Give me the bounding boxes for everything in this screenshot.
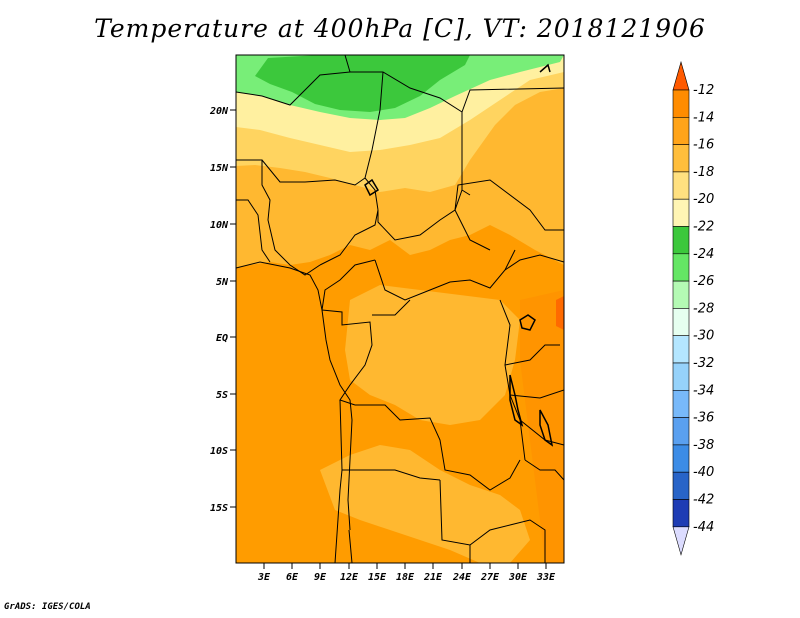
colorbar-swatch [672, 117, 690, 145]
colorbar-label: -22 [693, 220, 714, 235]
lat-label: 10S [210, 446, 228, 457]
colorbar-swatch [672, 226, 690, 255]
temperature-field [236, 55, 564, 563]
country-borders [236, 55, 564, 563]
colorbar-swatch [672, 471, 690, 500]
colorbar-label: -42 [693, 493, 714, 508]
colorbar-swatch [672, 171, 690, 200]
colorbar-swatch [672, 89, 690, 118]
lon-label: 15E [368, 572, 387, 583]
lat-label: 20N [209, 106, 229, 117]
lon-label: 33E [536, 572, 556, 583]
lakes [364, 63, 554, 447]
colorbar-label: -14 [693, 110, 714, 125]
colorbar-label: -30 [693, 329, 714, 344]
colorbar-label: -44 [693, 520, 714, 535]
lon-label: 18E [396, 572, 415, 583]
colorbar-label: -36 [693, 411, 714, 426]
lon-label: 30E [508, 572, 528, 583]
colorbar-swatch [672, 362, 690, 391]
lon-label: 27E [480, 572, 500, 583]
colorbar-label: -32 [693, 356, 714, 371]
grads-credit: GrADS: IGES/COLA [4, 602, 91, 612]
lat-label: 10N [210, 220, 229, 231]
lon-label: 12E [340, 572, 359, 583]
lon-label: 24E [452, 572, 472, 583]
map-frame [235, 54, 565, 564]
colorbar-label: -28 [693, 301, 714, 316]
colorbar-label: -34 [693, 383, 714, 398]
colorbar-label: -24 [693, 247, 714, 262]
colorbar-swatch [672, 253, 690, 282]
lat-label: 15N [210, 163, 229, 174]
colorbar-top-arrow [672, 60, 690, 91]
colorbar-label: -16 [693, 138, 714, 153]
colorbar-swatch [672, 389, 690, 418]
colorbar-label: -40 [693, 465, 714, 480]
lat-label: 15S [210, 503, 228, 514]
colorbar: -12 -14 -16 -18 -20 -22 -24 -26 -28 -30 -32 -34 -36 -… [672, 60, 714, 556]
map-title: Temperature at 400hPa [C], VT: 201812190… [94, 14, 706, 43]
colorbar-swatch [672, 198, 690, 227]
colorbar-label: -18 [693, 165, 714, 180]
lon-label: 21E [423, 572, 443, 583]
lat-label: EQ [216, 333, 228, 344]
lat-label: 5N [216, 277, 229, 288]
colorbar-swatch [672, 280, 690, 309]
colorbar-swatch [672, 499, 690, 528]
colorbar-label: -38 [693, 438, 714, 453]
longitude-axis: 3E 6E 9E 12E 15E 18E 21E 24E 27E 30E 33E [257, 563, 556, 583]
colorbar-swatch [672, 144, 690, 173]
colorbar-swatch [672, 308, 690, 336]
lon-label: 3E [257, 572, 271, 583]
lon-label: 6E [286, 572, 299, 583]
latitude-axis: 20N 15N 10N 5N EQ 5S 10S 15S [209, 106, 236, 514]
colorbar-label: -12 [693, 83, 714, 98]
colorbar-label: -26 [693, 274, 714, 289]
coastline [235, 261, 353, 531]
colorbar-swatch [672, 444, 690, 473]
colorbar-label: -20 [693, 192, 714, 207]
colorbar-swatch [672, 335, 690, 364]
colorbar-swatch [672, 417, 690, 446]
lon-label: 9E [314, 572, 327, 583]
lat-label: 5S [216, 390, 228, 401]
colorbar-bottom-arrow [672, 526, 690, 556]
